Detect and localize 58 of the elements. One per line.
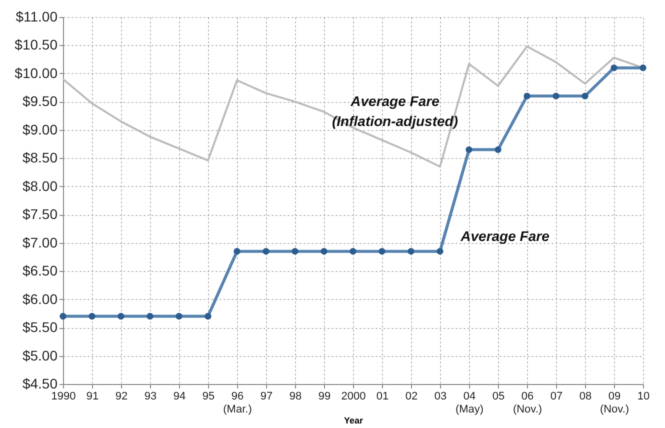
series-label: Average Fare [460,228,550,244]
series-label: Average Fare (Inflation-adjusted) [332,93,458,129]
point [234,248,240,255]
point [582,92,588,100]
point [204,312,212,320]
point [436,248,444,255]
point [610,64,618,72]
x-tick-label: 10 [637,390,650,402]
x-tick-label: 99 [318,390,331,402]
x-tick-label: 06 (Nov.) [512,390,542,416]
x-tick-label: 07 [550,390,563,402]
x-tick-label: 05 [492,390,505,402]
x-tick-label: 2000 [341,390,366,402]
point [494,146,502,154]
point [176,312,182,320]
y-tick-label: $8.50 [22,150,58,166]
x-tick-label: 91 [86,390,99,402]
point [408,248,414,255]
point [88,312,96,320]
y-tick-label: $10.00 [14,64,58,81]
y-tick-label: $10.50 [14,36,58,53]
y-tick-label: $4.50 [22,376,58,392]
y-tick-label: $5.50 [22,319,58,336]
x-tick-label: 96 (Mar.) [223,390,252,416]
x-tick-label: 98 [289,390,302,402]
point [146,312,154,320]
y-tick-label: $11.00 [16,8,58,24]
y-tick-label: $7.50 [22,206,58,222]
x-axis-title: Year [344,416,364,426]
x-tick-label: 02 [405,390,418,402]
y-tick-label: $9.50 [22,93,58,110]
point [524,92,530,100]
x-tick-label: 92 [115,390,128,402]
y-tick-label: $6.50 [22,262,58,279]
point [262,248,270,255]
y-tick-label: $5.00 [22,347,58,364]
y-tick-label: $8.00 [22,178,58,194]
point [60,312,66,320]
point [320,248,328,255]
y-tick-label: $6.00 [22,290,58,307]
point [350,248,356,255]
point [378,248,386,255]
point [292,248,298,255]
x-tick-label: 08 [579,390,592,402]
x-tick-label: 94 [173,390,186,402]
x-tick-label: 1990 [51,390,76,402]
x-tick-label: 97 [260,390,273,402]
y-tick-label: $7.00 [22,234,58,250]
x-tick-label: 03 [434,390,447,402]
point [466,146,472,154]
x-tick-label: 09 (Nov.) [600,390,630,416]
x-tick-label: 04 (May) [455,390,484,416]
x-tick-label: 93 [144,390,157,402]
x-tick-label: 01 [376,390,389,402]
x-tick-label: 95 [202,390,215,402]
y-tick-label: $9.00 [22,121,58,138]
point [552,92,560,100]
point [118,312,124,320]
